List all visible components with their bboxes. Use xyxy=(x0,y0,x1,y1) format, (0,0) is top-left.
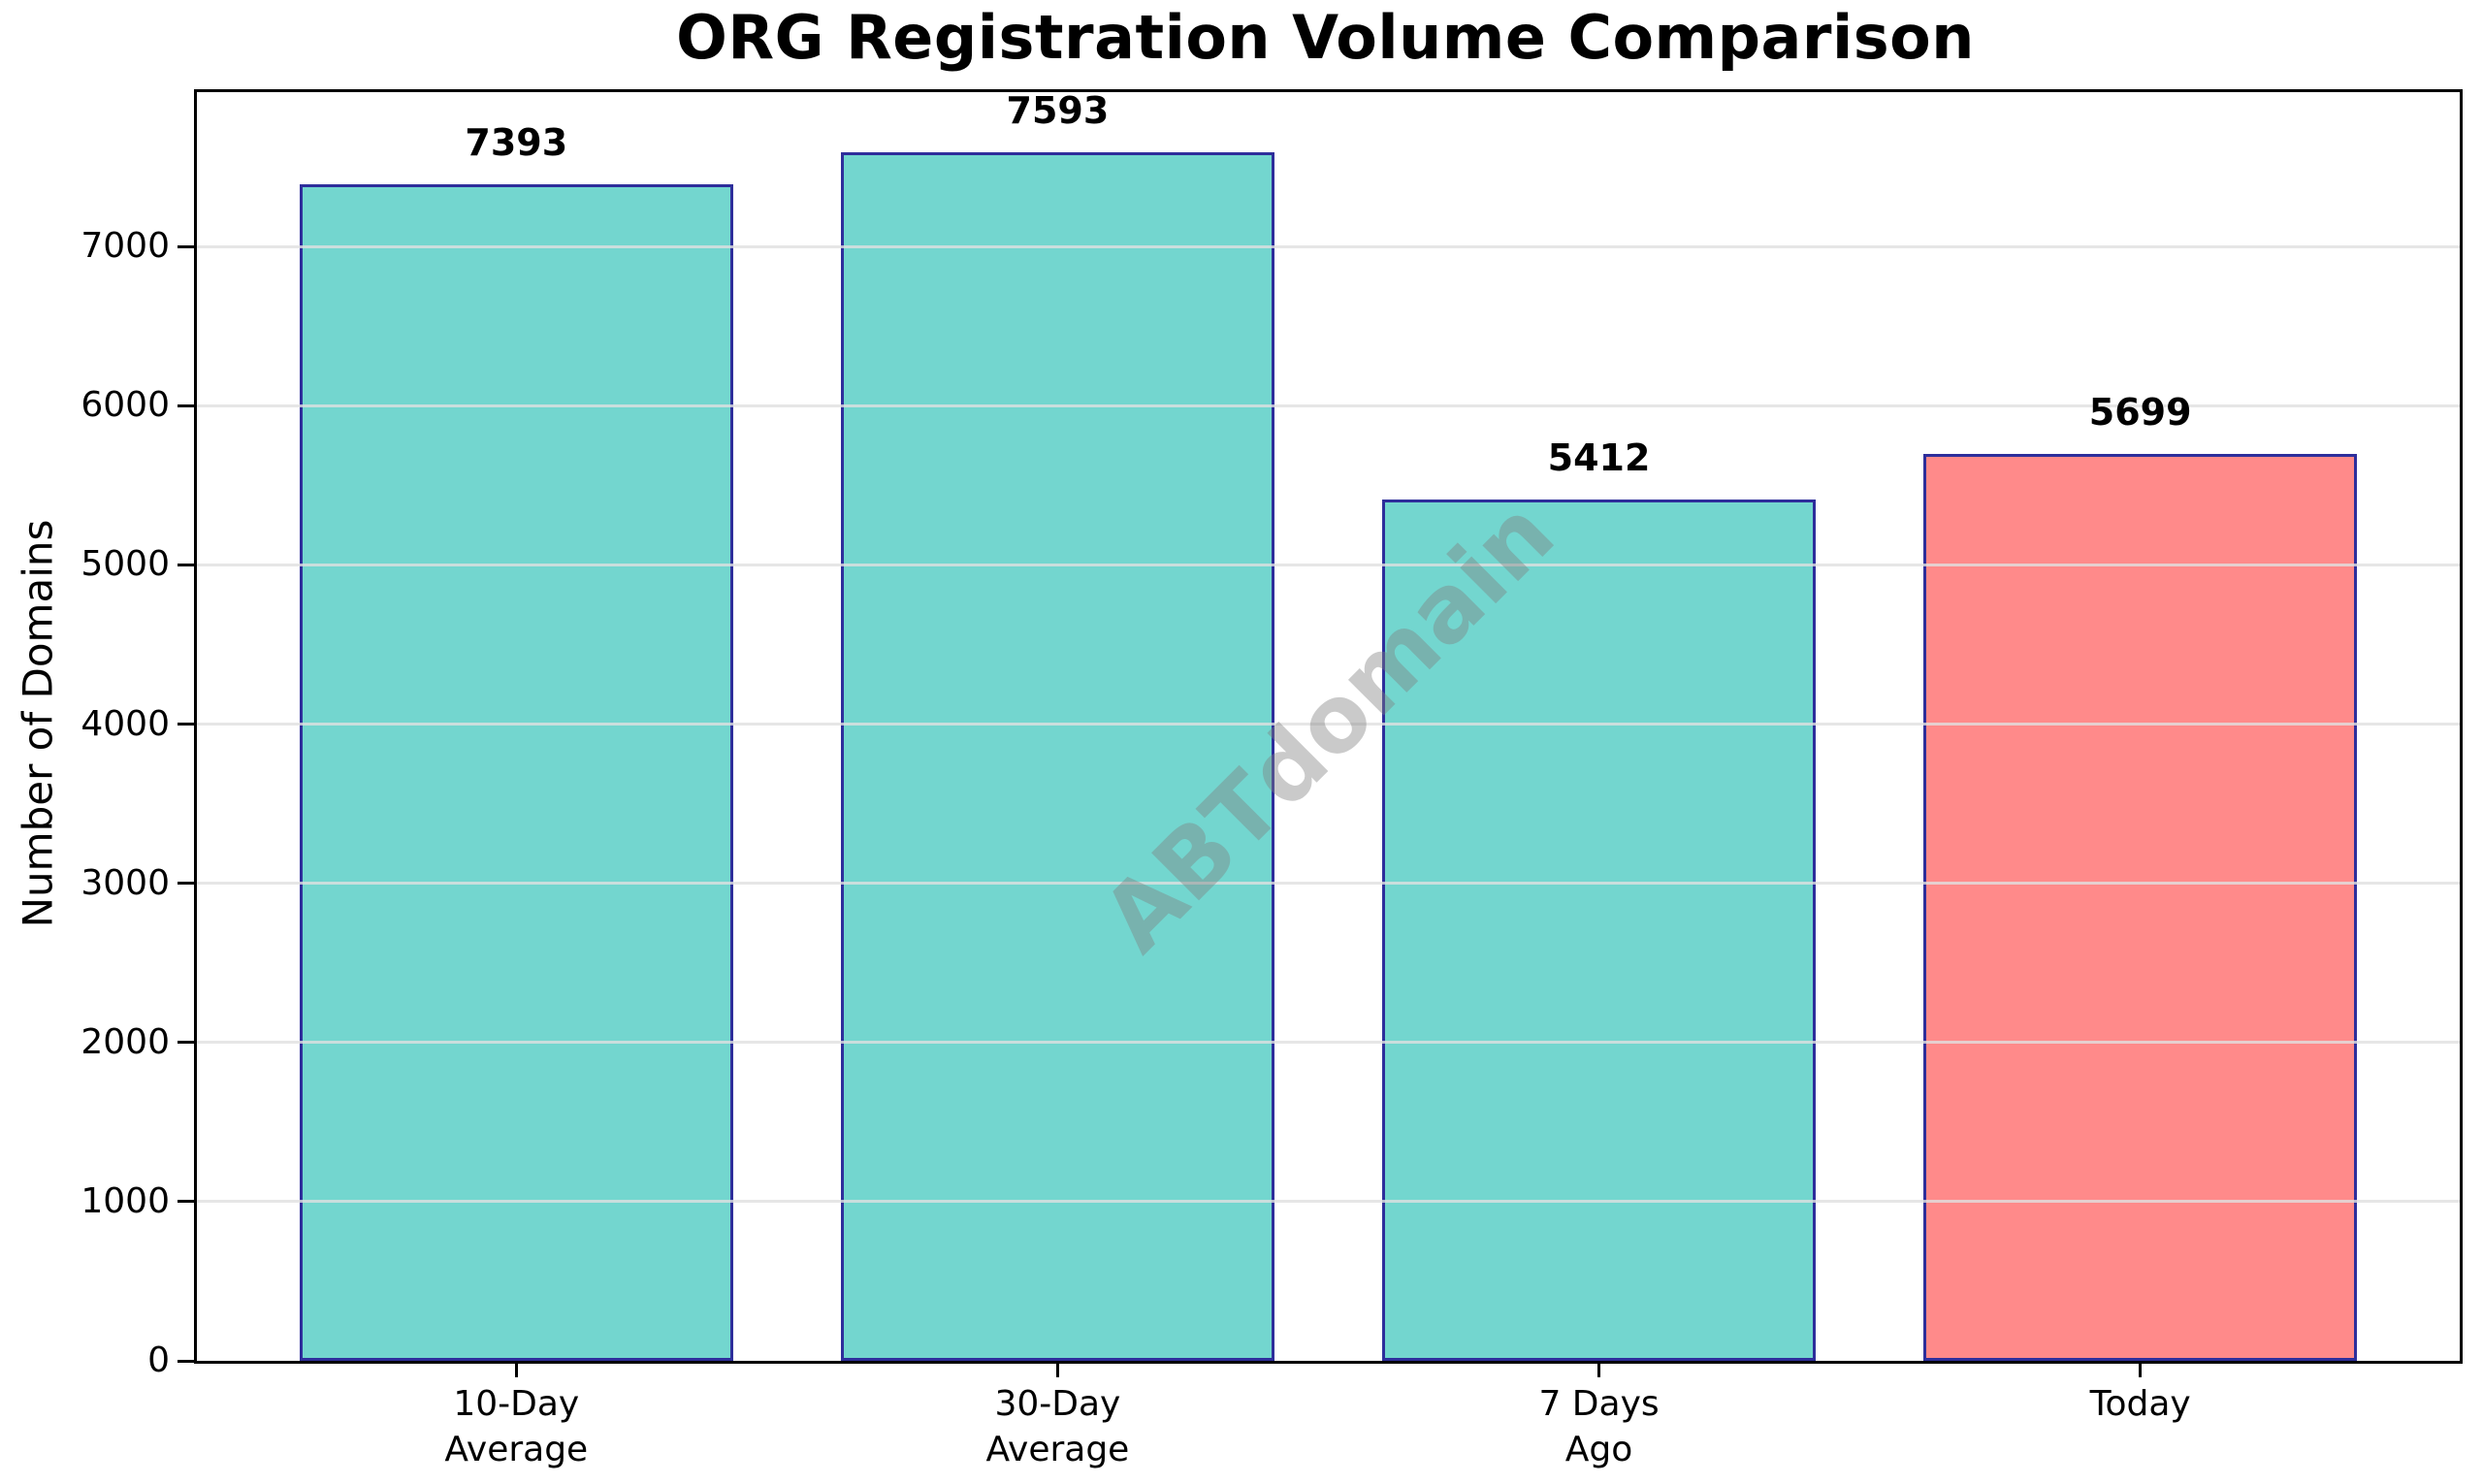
bar xyxy=(841,151,1274,1361)
bar-value-label: 7593 xyxy=(1006,88,1110,132)
x-tick-mark xyxy=(514,1361,518,1377)
y-tick-label: 3000 xyxy=(81,862,170,903)
y-tick-mark xyxy=(177,244,194,248)
y-tick-label: 6000 xyxy=(81,385,170,426)
x-tick-label: 10-Day Average xyxy=(444,1384,589,1469)
bar xyxy=(300,183,733,1361)
y-tick-label: 5000 xyxy=(81,544,170,585)
y-tick-mark xyxy=(177,403,194,407)
y-tick-label: 0 xyxy=(147,1340,170,1380)
y-tick-mark xyxy=(177,1041,194,1045)
chart-title: ORG Registration Volume Comparison xyxy=(676,2,1975,73)
y-tick-label: 4000 xyxy=(81,703,170,744)
y-tick-mark xyxy=(177,1359,194,1363)
x-tick-label: 30-Day Average xyxy=(985,1384,1130,1469)
x-tick-mark xyxy=(1055,1361,1059,1377)
y-tick-mark xyxy=(177,882,194,886)
bar-value-label: 5699 xyxy=(2088,390,2192,434)
y-gridline xyxy=(197,403,2460,407)
plot-area: ABTdomain 0 1000 2000 3000 4000 5000 6000 7000 7… xyxy=(81,88,2463,1469)
y-tick-label: 1000 xyxy=(81,1180,170,1221)
x-tick-mark xyxy=(1597,1361,1601,1377)
y-gridline xyxy=(197,244,2460,248)
y-gridline xyxy=(197,723,2460,726)
y-gridline xyxy=(197,882,2460,886)
y-tick-mark xyxy=(177,563,194,566)
x-tick-label: 7 Days Ago xyxy=(1538,1384,1660,1469)
y-tick-mark xyxy=(177,723,194,726)
bar-value-label: 7393 xyxy=(465,120,568,164)
y-tick-label: 7000 xyxy=(81,226,170,267)
y-tick-label: 2000 xyxy=(81,1021,170,1062)
y-gridline xyxy=(197,1200,2460,1204)
x-tick-label: Today xyxy=(2089,1384,2191,1424)
x-tick-mark xyxy=(2139,1361,2143,1377)
y-gridline xyxy=(197,1041,2460,1045)
y-tick-mark xyxy=(177,1200,194,1204)
bar-value-label: 5412 xyxy=(1547,436,1651,479)
y-gridline xyxy=(197,563,2460,566)
bar xyxy=(1382,499,1816,1361)
bar xyxy=(1923,453,2357,1361)
